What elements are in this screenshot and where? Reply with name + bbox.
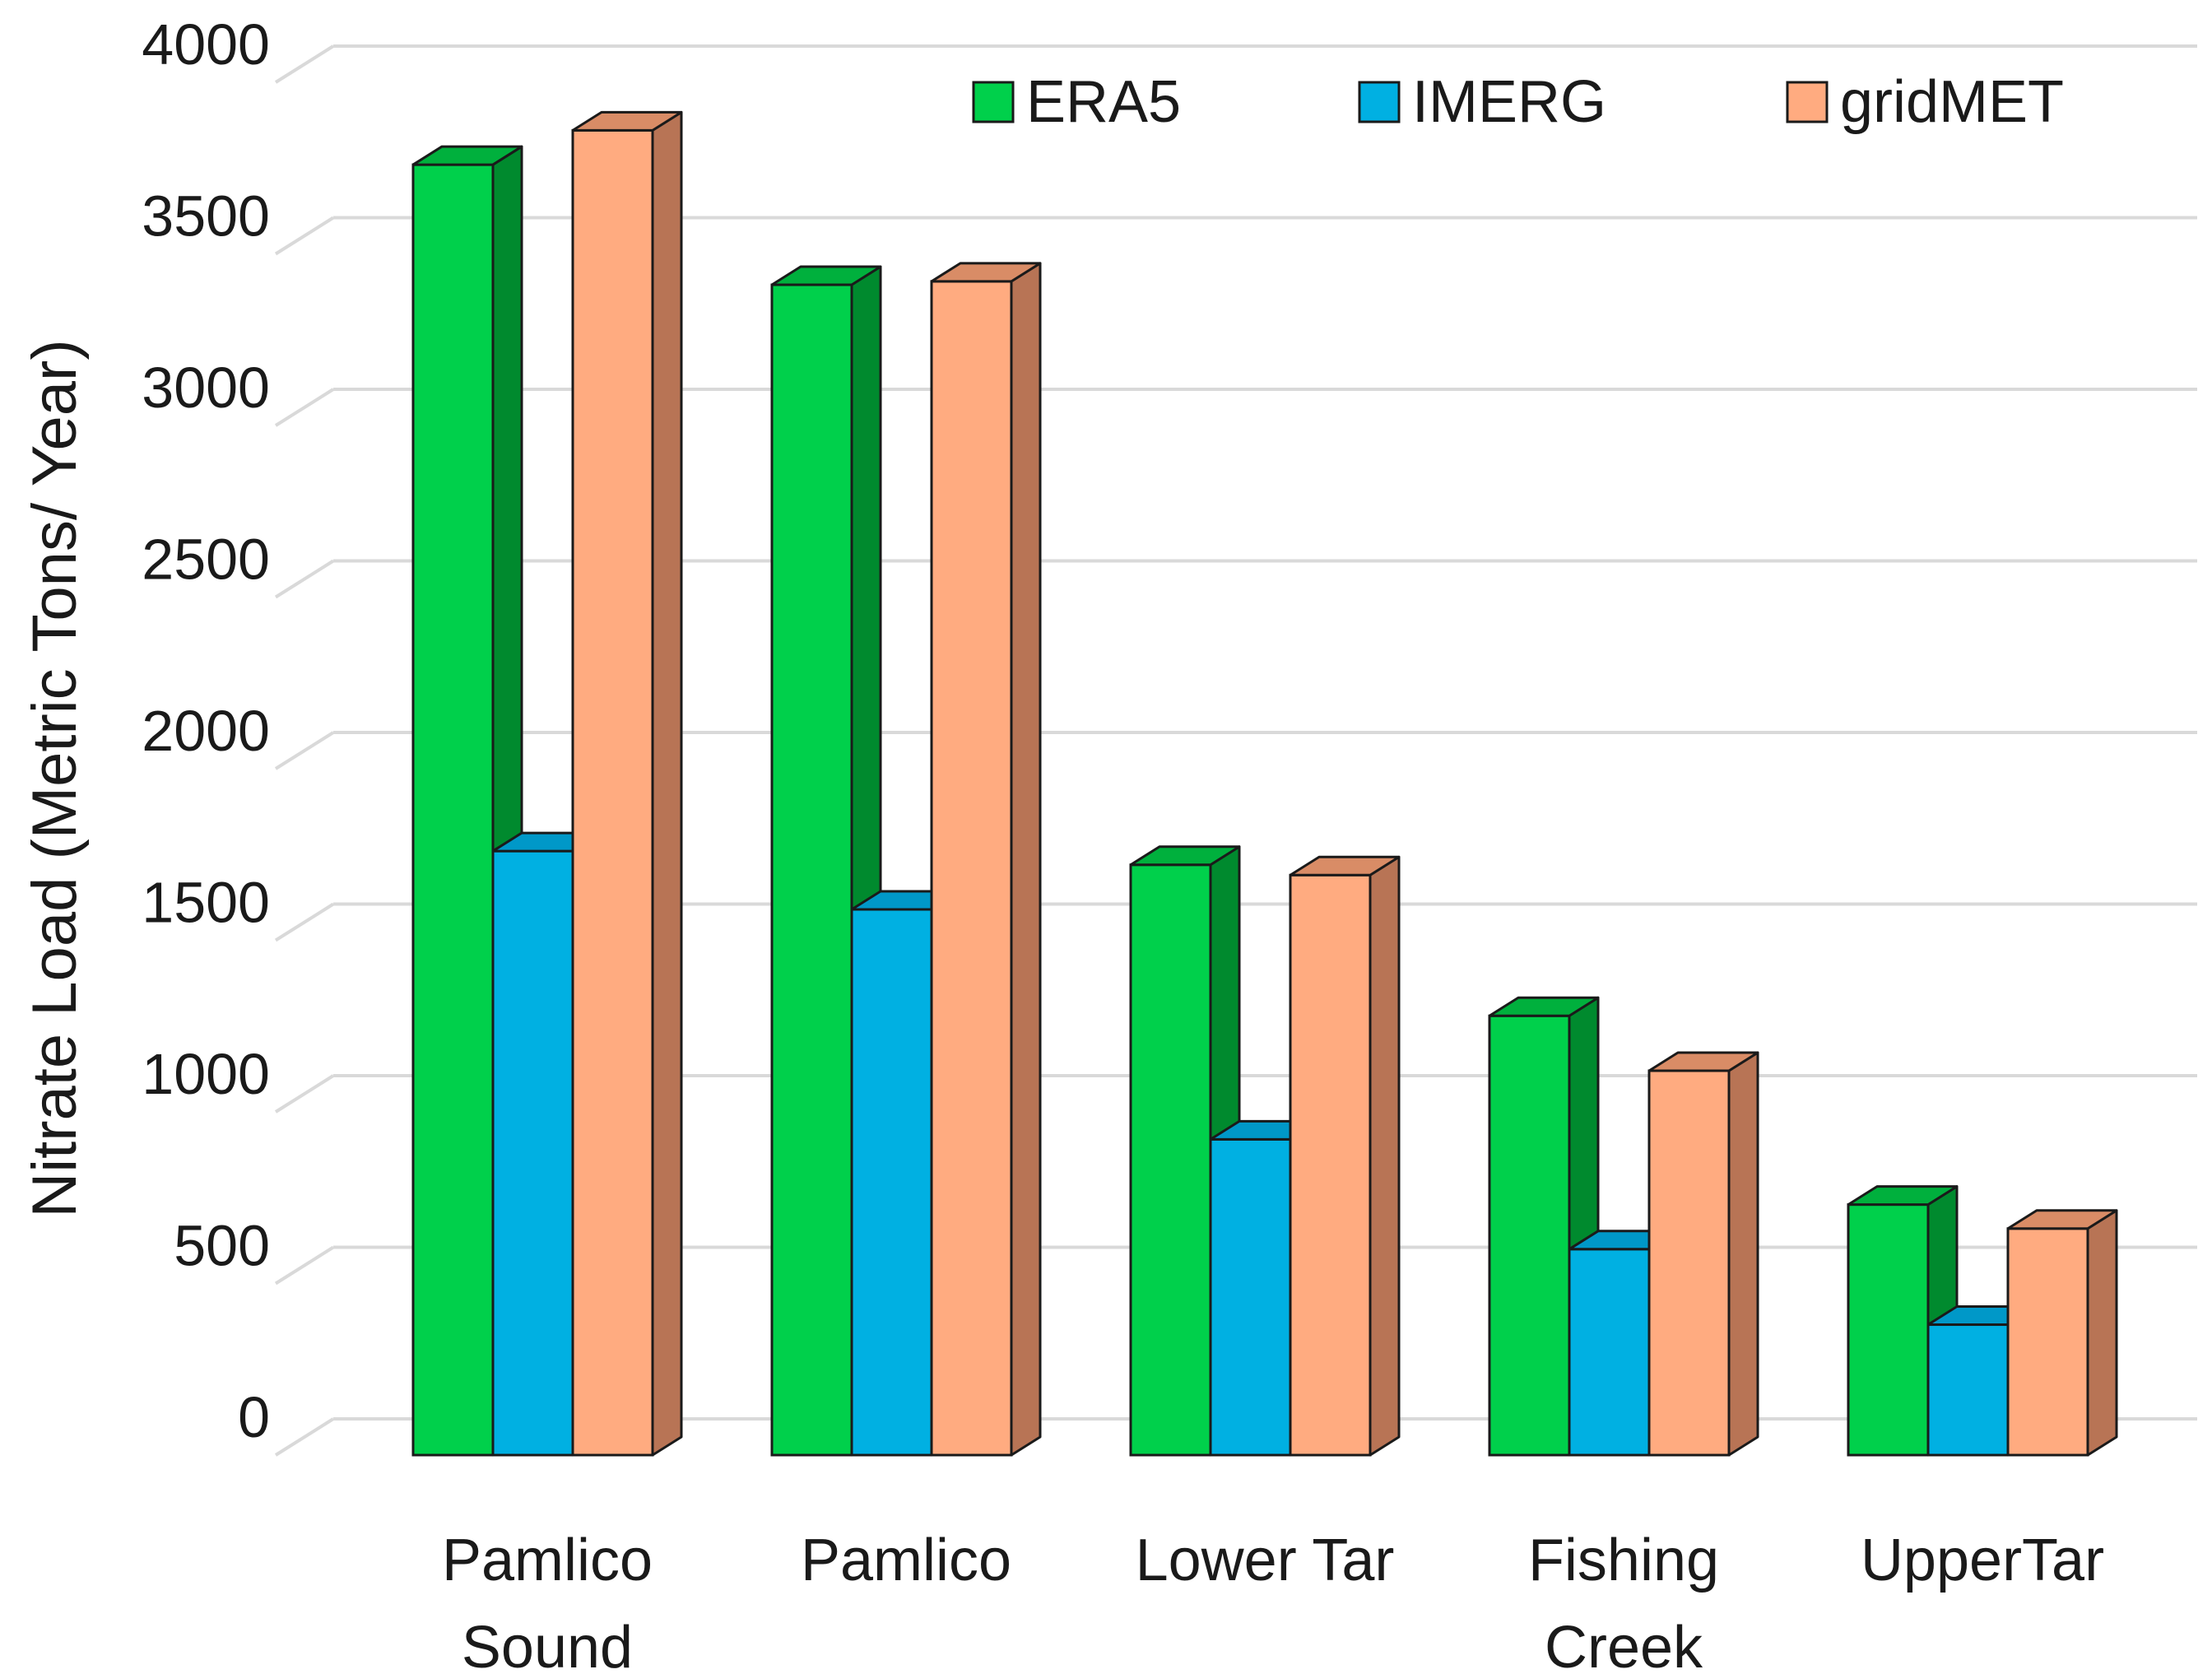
legend-item-era5: ERA5	[972, 69, 1181, 135]
y-axis-ticks: 0 500 1000 1500 2000 2500 3000 3500 4000	[142, 12, 270, 1449]
bar-era5-lower-tar	[1129, 845, 1241, 1457]
legend-swatch	[1358, 81, 1401, 123]
bar-front	[411, 163, 495, 1457]
y-tick-label: 1500	[142, 871, 270, 935]
bar-gridmet-fishing-creek	[1647, 1051, 1759, 1457]
x-axis-categories: Pamlico Sound Pamlico Lower Tar Fishing Creek…	[442, 1528, 2104, 1674]
bar-front	[1926, 1323, 2010, 1457]
bar-side	[1010, 262, 1042, 1457]
bar-gridmet-pamlico-sound	[571, 110, 683, 1457]
x-category-label: Lower Tar	[1136, 1528, 1395, 1593]
bar-side	[2086, 1209, 2118, 1457]
bar-gridmet-lower-tar	[1289, 855, 1401, 1457]
x-category-label: Fishing	[1528, 1528, 1719, 1593]
bar-front	[1209, 1137, 1292, 1457]
bar-top	[571, 110, 683, 132]
y-tick-label: 3500	[142, 184, 270, 249]
bar-front	[1847, 1203, 1930, 1457]
bar-front	[2006, 1227, 2089, 1457]
bar-top	[1488, 996, 1600, 1017]
bar-front	[770, 283, 853, 1457]
bar-front	[1289, 873, 1372, 1457]
bar-front	[1647, 1069, 1731, 1457]
y-tick-label: 0	[238, 1385, 270, 1449]
bar-front	[571, 128, 654, 1457]
legend-label: IMERG	[1412, 69, 1606, 135]
x-category-label: UpperTar	[1861, 1528, 2104, 1593]
gridline-depth	[274, 44, 335, 84]
gridline-depth	[274, 1245, 335, 1286]
bar-side	[651, 110, 683, 1457]
legend-label: gridMET	[1840, 69, 2064, 135]
legend-swatch	[1786, 81, 1829, 123]
x-category-label: Sound	[462, 1615, 633, 1674]
bar-top	[2006, 1209, 2118, 1230]
gridline-depth	[274, 216, 335, 256]
bar-front	[850, 908, 933, 1457]
bar-top	[411, 145, 523, 166]
bar-top	[1647, 1051, 1759, 1072]
y-tick-label: 2500	[142, 528, 270, 592]
bar-side	[1369, 855, 1401, 1457]
bar-gridmet-uppertar	[2006, 1209, 2118, 1457]
bar-top	[1129, 845, 1241, 867]
bar-side	[1727, 1051, 1759, 1457]
bar-top	[770, 265, 882, 286]
y-axis-label: Nitrate Load (Metric Tons/ Year)	[20, 339, 90, 1217]
bar-front	[1129, 863, 1212, 1457]
gridline-depth	[274, 1417, 335, 1457]
legend-item-gridmet: gridMET	[1786, 69, 2064, 135]
legend-swatch	[972, 81, 1015, 123]
legend-label: ERA5	[1026, 69, 1181, 135]
bar-front	[930, 280, 1013, 1457]
gridline-depth	[274, 731, 335, 770]
x-category-label: Creek	[1545, 1615, 1703, 1674]
bar-top	[1289, 855, 1401, 877]
y-tick-label: 1000	[142, 1042, 270, 1106]
y-tick-label: 3000	[142, 356, 270, 420]
bar-gridmet-pamlico	[930, 262, 1042, 1457]
y-tick-label: 500	[174, 1214, 270, 1278]
y-tick-label: 4000	[142, 12, 270, 77]
bar-top	[1847, 1185, 1959, 1207]
legend-item-imerg: IMERG	[1358, 69, 1606, 135]
gridline-depth	[274, 902, 335, 942]
x-category-label: Pamlico	[801, 1528, 1011, 1593]
y-tick-label: 2000	[142, 699, 270, 763]
x-category-label: Pamlico	[442, 1528, 653, 1593]
bar-front	[1568, 1248, 1651, 1457]
bars	[411, 110, 2118, 1457]
legend: ERA5 IMERG gridMET	[972, 69, 2064, 135]
bar-front	[491, 849, 574, 1457]
bar-top	[930, 262, 1042, 283]
gridline-depth	[274, 1074, 335, 1114]
gridline-depth	[274, 388, 335, 427]
gridline-depth	[274, 559, 335, 599]
bar-front	[1488, 1014, 1571, 1457]
